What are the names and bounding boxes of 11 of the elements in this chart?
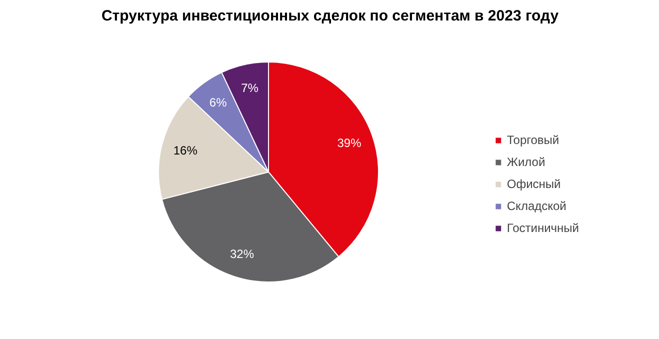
- data-label: 7%: [241, 80, 259, 95]
- data-label: 6%: [209, 95, 228, 110]
- legend-label: Торговый: [506, 133, 560, 147]
- legend-label: Жилой: [506, 155, 546, 169]
- legend-label: Гостиничный: [506, 221, 579, 235]
- legend-label: Офисный: [506, 177, 561, 191]
- data-label: 16%: [173, 144, 198, 158]
- chart-title: Структура инвестиционных сделок по сегментам в 2023 году: [101, 8, 560, 24]
- data-label: 32%: [230, 246, 254, 261]
- data-label: 39%: [337, 136, 362, 150]
- legend-label: Складской: [506, 199, 566, 213]
